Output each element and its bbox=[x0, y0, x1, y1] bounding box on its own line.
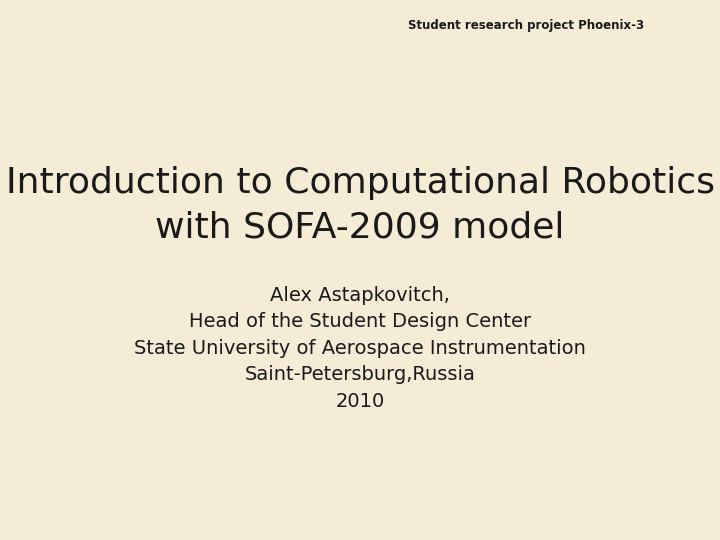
Text: Introduction to Computational Robotics
with SOFA-2009 model: Introduction to Computational Robotics w… bbox=[6, 166, 714, 245]
Text: Student research project Phoenix-3: Student research project Phoenix-3 bbox=[408, 19, 644, 32]
Text: Alex Astapkovitch,
Head of the Student Design Center
State University of Aerospa: Alex Astapkovitch, Head of the Student D… bbox=[134, 286, 586, 411]
